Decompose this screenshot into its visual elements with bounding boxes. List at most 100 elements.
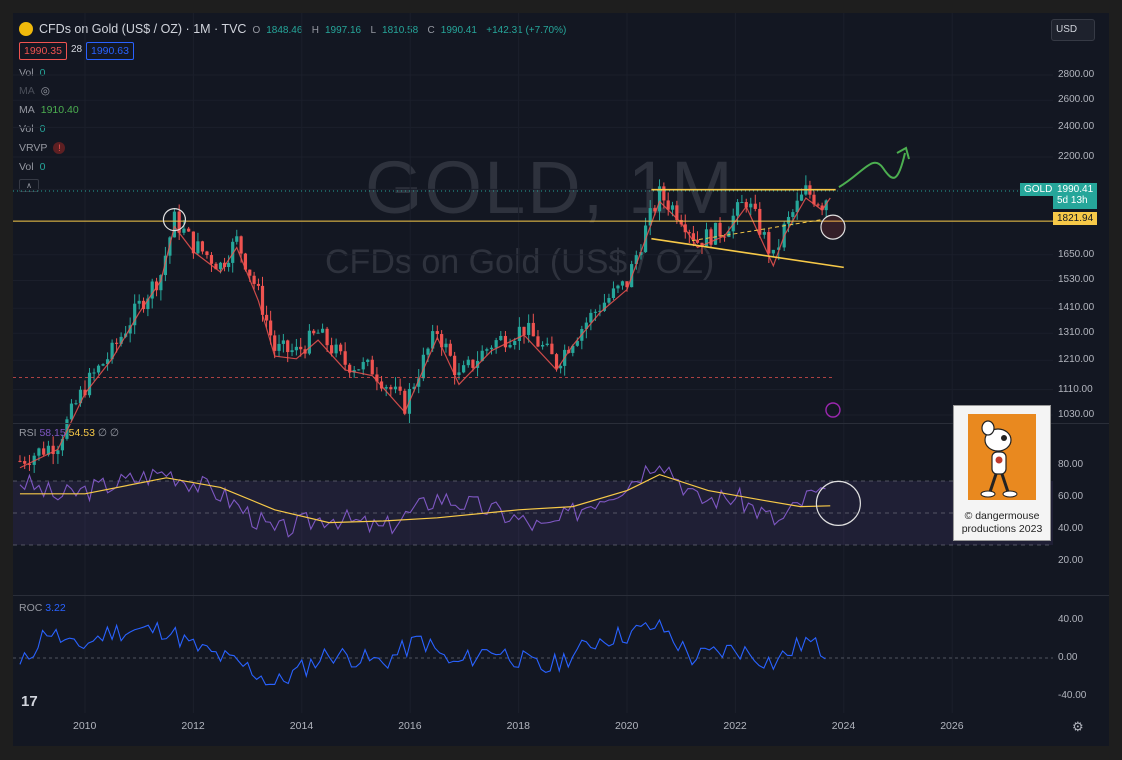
candle-body: [294, 346, 298, 351]
candle-body: [786, 216, 791, 224]
chart-header: CFDs on Gold (US$ / OZ) · 1M · TVC O 1848…: [19, 19, 572, 39]
candle-body: [480, 350, 484, 361]
candle-body: [384, 387, 388, 389]
pane-divider[interactable]: [13, 423, 1109, 424]
candle-body: [421, 354, 425, 379]
candle-body: [709, 229, 713, 245]
price-tick-label: 1410.00: [1058, 302, 1095, 314]
candle-body: [252, 275, 256, 284]
forecast-arrow-head: [896, 146, 910, 160]
candle-body: [440, 334, 444, 348]
event-flag-icon: [825, 402, 841, 418]
rsi-tick-label: 40.00: [1058, 523, 1084, 534]
candle-body: [531, 322, 535, 337]
candle-body: [545, 343, 549, 345]
settings-gear-icon[interactable]: ⚙: [1072, 719, 1084, 734]
candle-body: [281, 340, 285, 344]
candle-body: [334, 344, 338, 354]
symbol-logo-icon: [19, 22, 33, 36]
candle-body: [513, 341, 517, 346]
high-value: 1997.16: [324, 25, 362, 36]
candle-body: [554, 354, 559, 369]
candle-body: [589, 312, 593, 323]
rsi-legend[interactable]: RSI 58.15 54.53 ∅ ∅: [19, 427, 120, 439]
candle-body: [37, 448, 41, 456]
candle-body: [128, 325, 132, 334]
candle-body: [290, 350, 294, 353]
hidden-eye-icon[interactable]: ◎: [40, 85, 50, 97]
candle-body: [816, 204, 820, 206]
close-label: C: [427, 25, 435, 36]
candle-body: [485, 349, 489, 351]
credit-line-1: © dangermouse: [964, 510, 1040, 522]
tradingview-logo-icon[interactable]: 17: [21, 693, 38, 710]
candle-body: [231, 241, 235, 263]
currency-select[interactable]: USD: [1051, 19, 1095, 41]
highlight-circle: [820, 214, 846, 240]
candle-body: [740, 202, 744, 204]
time-tick-label: 2016: [398, 720, 422, 732]
candle-body: [691, 233, 695, 240]
candle-body: [256, 283, 261, 286]
ask-price[interactable]: 1990.63: [86, 42, 134, 60]
low-label: L: [370, 25, 377, 36]
candle-body: [431, 331, 435, 349]
candle-body: [527, 322, 531, 335]
candle-body: [154, 281, 159, 291]
dangermouse-logo-icon: [968, 414, 1036, 500]
rsi-ma-line: [19, 473, 831, 524]
roc-legend[interactable]: ROC 3.22: [19, 602, 66, 614]
chart-canvas[interactable]: [13, 13, 1109, 746]
legend-item[interactable]: Vol 0: [19, 123, 46, 135]
highlight-circle: [815, 480, 861, 526]
candle-body: [648, 208, 652, 226]
legend-item[interactable]: MA 1910.40: [19, 104, 79, 116]
symbol-title[interactable]: CFDs on Gold (US$ / OZ) · 1M · TVC: [39, 22, 247, 36]
candle-body: [499, 335, 503, 341]
candle-body: [277, 343, 281, 351]
dashed-trendline: [691, 219, 823, 242]
candle-body: [264, 314, 269, 321]
candle-body: [133, 303, 137, 326]
candle-body: [722, 236, 727, 238]
legend-item[interactable]: Vol 0: [19, 161, 46, 173]
candle-body: [398, 386, 402, 391]
candle-body: [571, 345, 575, 353]
pane-divider[interactable]: [13, 595, 1109, 596]
change-value: +142.31 (+7.70%): [486, 25, 567, 36]
candle-body: [101, 364, 105, 366]
candle-body: [749, 203, 753, 208]
candle-body: [316, 332, 320, 334]
bid-price[interactable]: 1990.35: [19, 42, 67, 60]
candle-body: [119, 336, 123, 344]
candle-body: [824, 200, 828, 211]
candle-body: [700, 242, 704, 247]
legend-item[interactable]: VRVP!: [19, 142, 66, 154]
candle-body: [239, 236, 243, 254]
candle-body: [56, 450, 60, 455]
legend-item[interactable]: Vol 0: [19, 67, 46, 79]
candle-body: [330, 345, 334, 354]
candle-body: [361, 361, 365, 370]
candle-body: [462, 365, 466, 373]
alert-icon[interactable]: !: [53, 142, 66, 154]
candle-body: [137, 300, 141, 304]
candle-body: [670, 205, 675, 210]
candle-body: [718, 222, 722, 237]
candle-body: [727, 231, 731, 237]
candle-body: [503, 335, 508, 348]
open-label: O: [252, 25, 261, 36]
time-tick-label: 2010: [73, 720, 97, 732]
candle-body: [273, 335, 277, 351]
candle-body: [812, 194, 816, 205]
legend-item[interactable]: MA ◎: [19, 85, 50, 97]
candle-body: [141, 300, 146, 310]
candle-body: [299, 346, 303, 350]
close-value: 1990.41: [440, 25, 477, 36]
candle-body: [639, 252, 643, 256]
rsi-tick-label: 20.00: [1058, 555, 1084, 566]
candle-body: [182, 228, 186, 233]
candle-body: [777, 247, 781, 250]
candle-body: [196, 241, 200, 254]
candle-body: [78, 389, 83, 404]
